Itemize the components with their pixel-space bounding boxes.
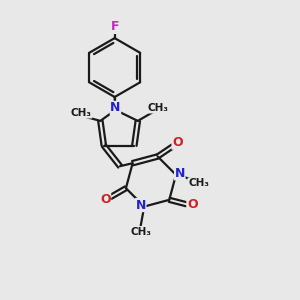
Text: O: O: [187, 198, 197, 211]
Text: O: O: [100, 193, 111, 206]
Text: O: O: [172, 136, 183, 149]
Text: CH₃: CH₃: [71, 108, 92, 118]
Text: CH₃: CH₃: [130, 226, 151, 237]
Text: CH₃: CH₃: [188, 178, 209, 188]
Text: CH₃: CH₃: [147, 103, 168, 113]
Text: F: F: [110, 20, 119, 33]
Text: N: N: [136, 199, 146, 212]
Text: N: N: [175, 167, 185, 180]
Text: N: N: [110, 101, 121, 114]
